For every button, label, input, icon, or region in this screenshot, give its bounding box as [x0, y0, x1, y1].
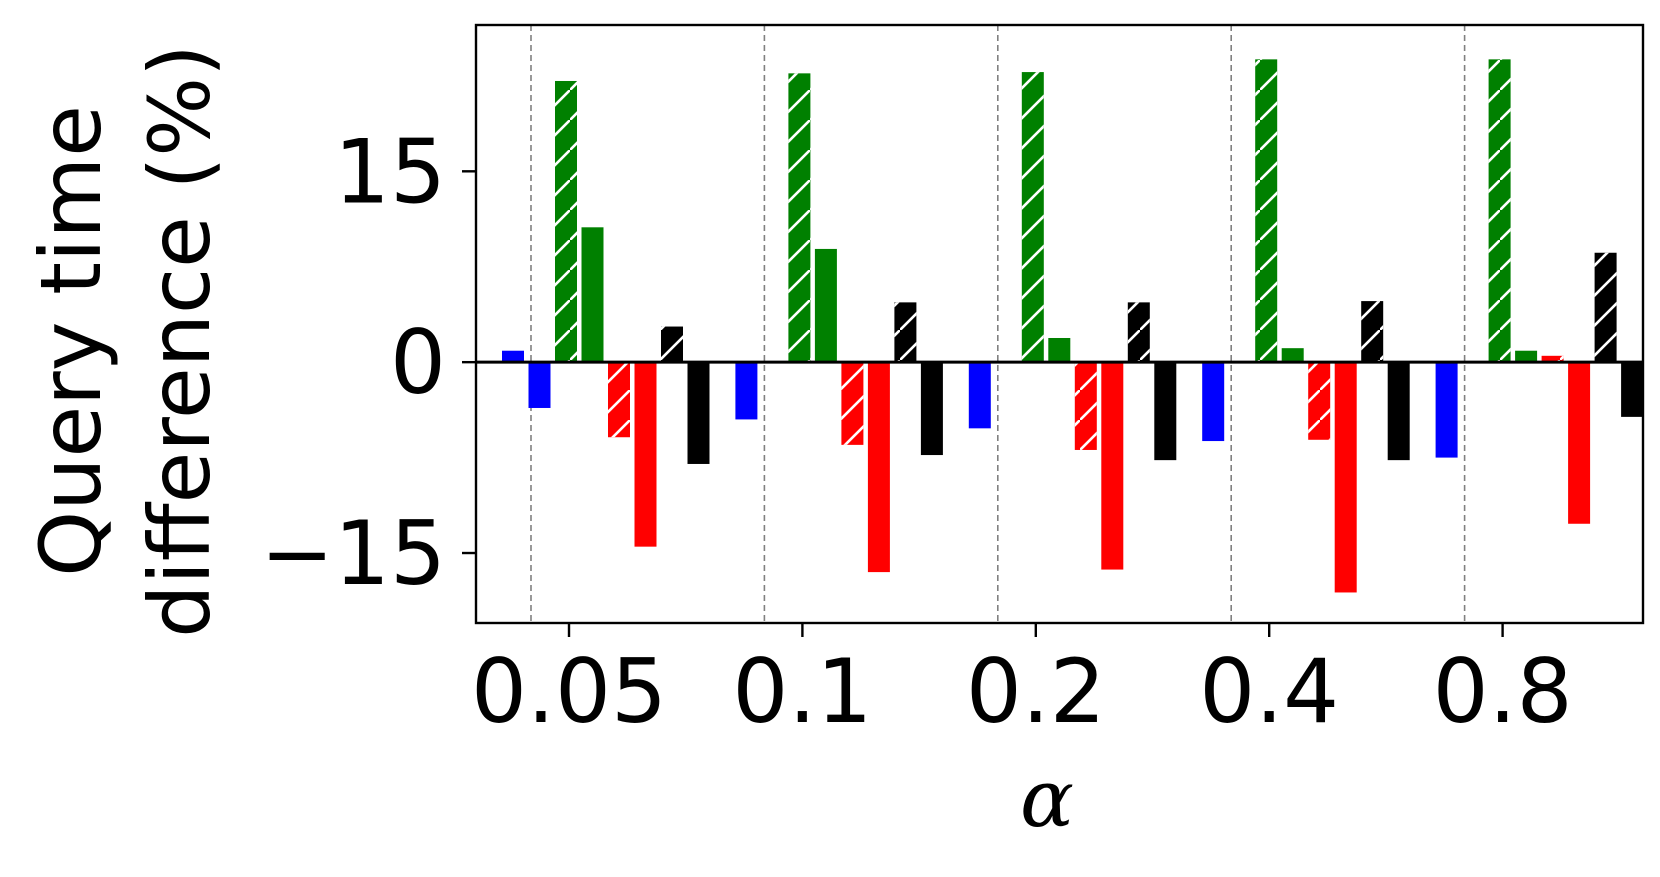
bar — [1435, 362, 1458, 458]
bars — [502, 59, 1644, 593]
y-tick-label: 0 — [390, 311, 446, 414]
bar — [581, 227, 604, 363]
bar-hatch — [894, 302, 917, 363]
bar — [634, 362, 657, 547]
bar — [1387, 362, 1410, 461]
x-tick-label: 0.4 — [1199, 640, 1339, 743]
y-tick-label: −15 — [260, 502, 446, 605]
bar-hatch — [1074, 362, 1097, 450]
bar-hatch — [1255, 59, 1278, 363]
group-separators — [530, 25, 1466, 623]
ticks: −15 0 15 0.05 0.1 0.2 0.4 0.8 — [260, 120, 1572, 743]
bar — [867, 362, 890, 573]
x-tick-label: 0.1 — [732, 640, 872, 743]
bar — [1048, 337, 1071, 363]
bar — [1515, 350, 1538, 363]
bar — [528, 362, 551, 408]
bar — [920, 362, 943, 456]
bar-hatch — [1021, 72, 1044, 363]
bar — [502, 350, 524, 363]
bar-hatch — [1127, 302, 1150, 363]
bar — [1334, 362, 1357, 593]
bar-hatch — [608, 362, 630, 438]
bar-hatch — [841, 362, 864, 445]
bar — [735, 362, 758, 420]
bar — [1101, 362, 1124, 570]
bar-hatch — [555, 80, 577, 363]
bar-hatch — [1361, 301, 1384, 363]
bar — [814, 248, 837, 363]
bar-hatch — [1308, 362, 1331, 440]
y-axis-label-line-2: difference (%) — [131, 44, 229, 638]
x-tick-label: 0.8 — [1433, 640, 1573, 743]
bar-hatch — [1594, 252, 1617, 363]
y-tick-label: 15 — [334, 120, 446, 223]
bar — [1568, 362, 1591, 524]
x-axis-label: α — [1020, 752, 1074, 845]
axis-labels: α Query time difference (%) — [22, 44, 1074, 845]
bar — [687, 362, 710, 464]
y-axis-label-line-1: Query time — [22, 105, 120, 577]
bar-hatch — [1541, 355, 1564, 363]
axes — [474, 23, 1645, 625]
bar — [1154, 362, 1177, 461]
plot-frame — [474, 23, 1645, 625]
bar-hatch — [1488, 59, 1511, 363]
bar — [1281, 348, 1304, 363]
bar — [968, 362, 991, 429]
bar — [1621, 362, 1644, 417]
x-tick-label: 0.05 — [471, 640, 667, 743]
bar — [1202, 362, 1225, 442]
bar-hatch — [661, 326, 683, 363]
bar-hatch — [788, 73, 811, 363]
x-tick-label: 0.2 — [966, 640, 1106, 743]
